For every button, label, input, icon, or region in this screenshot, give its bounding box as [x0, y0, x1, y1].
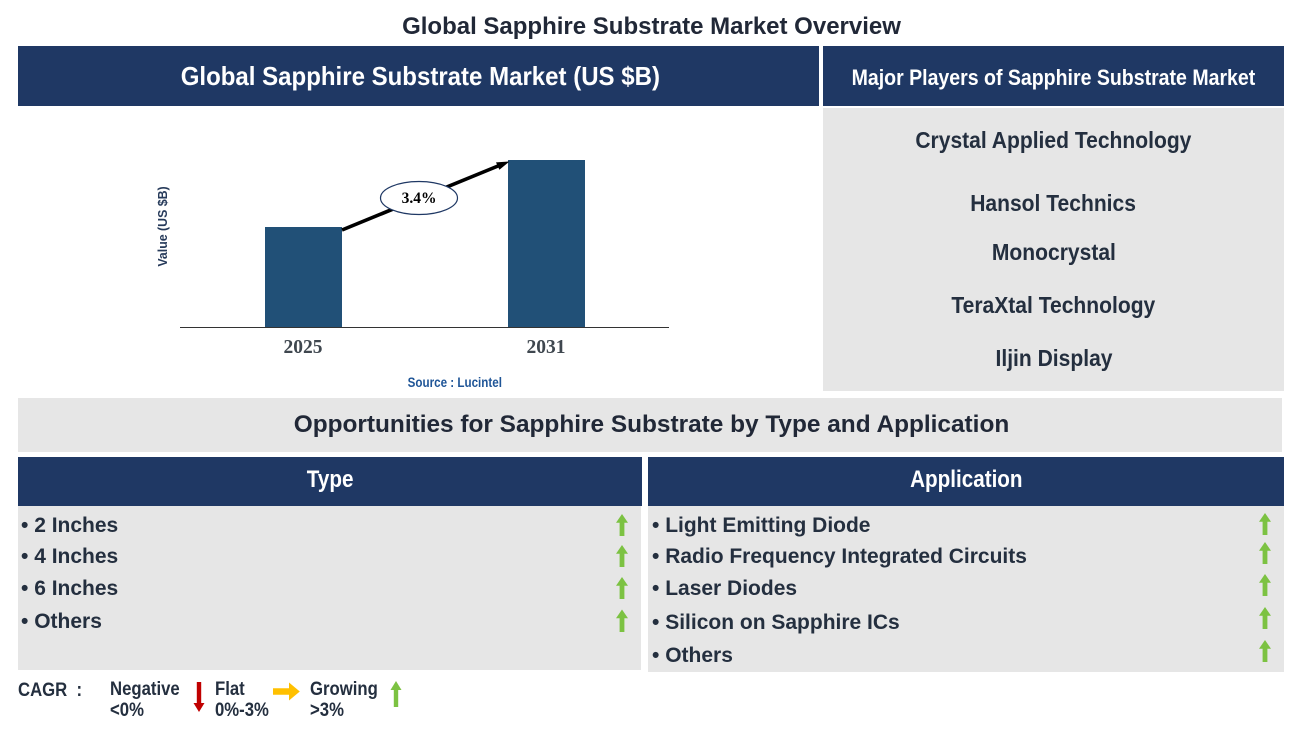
svg-text:3.4%: 3.4% [402, 190, 437, 207]
